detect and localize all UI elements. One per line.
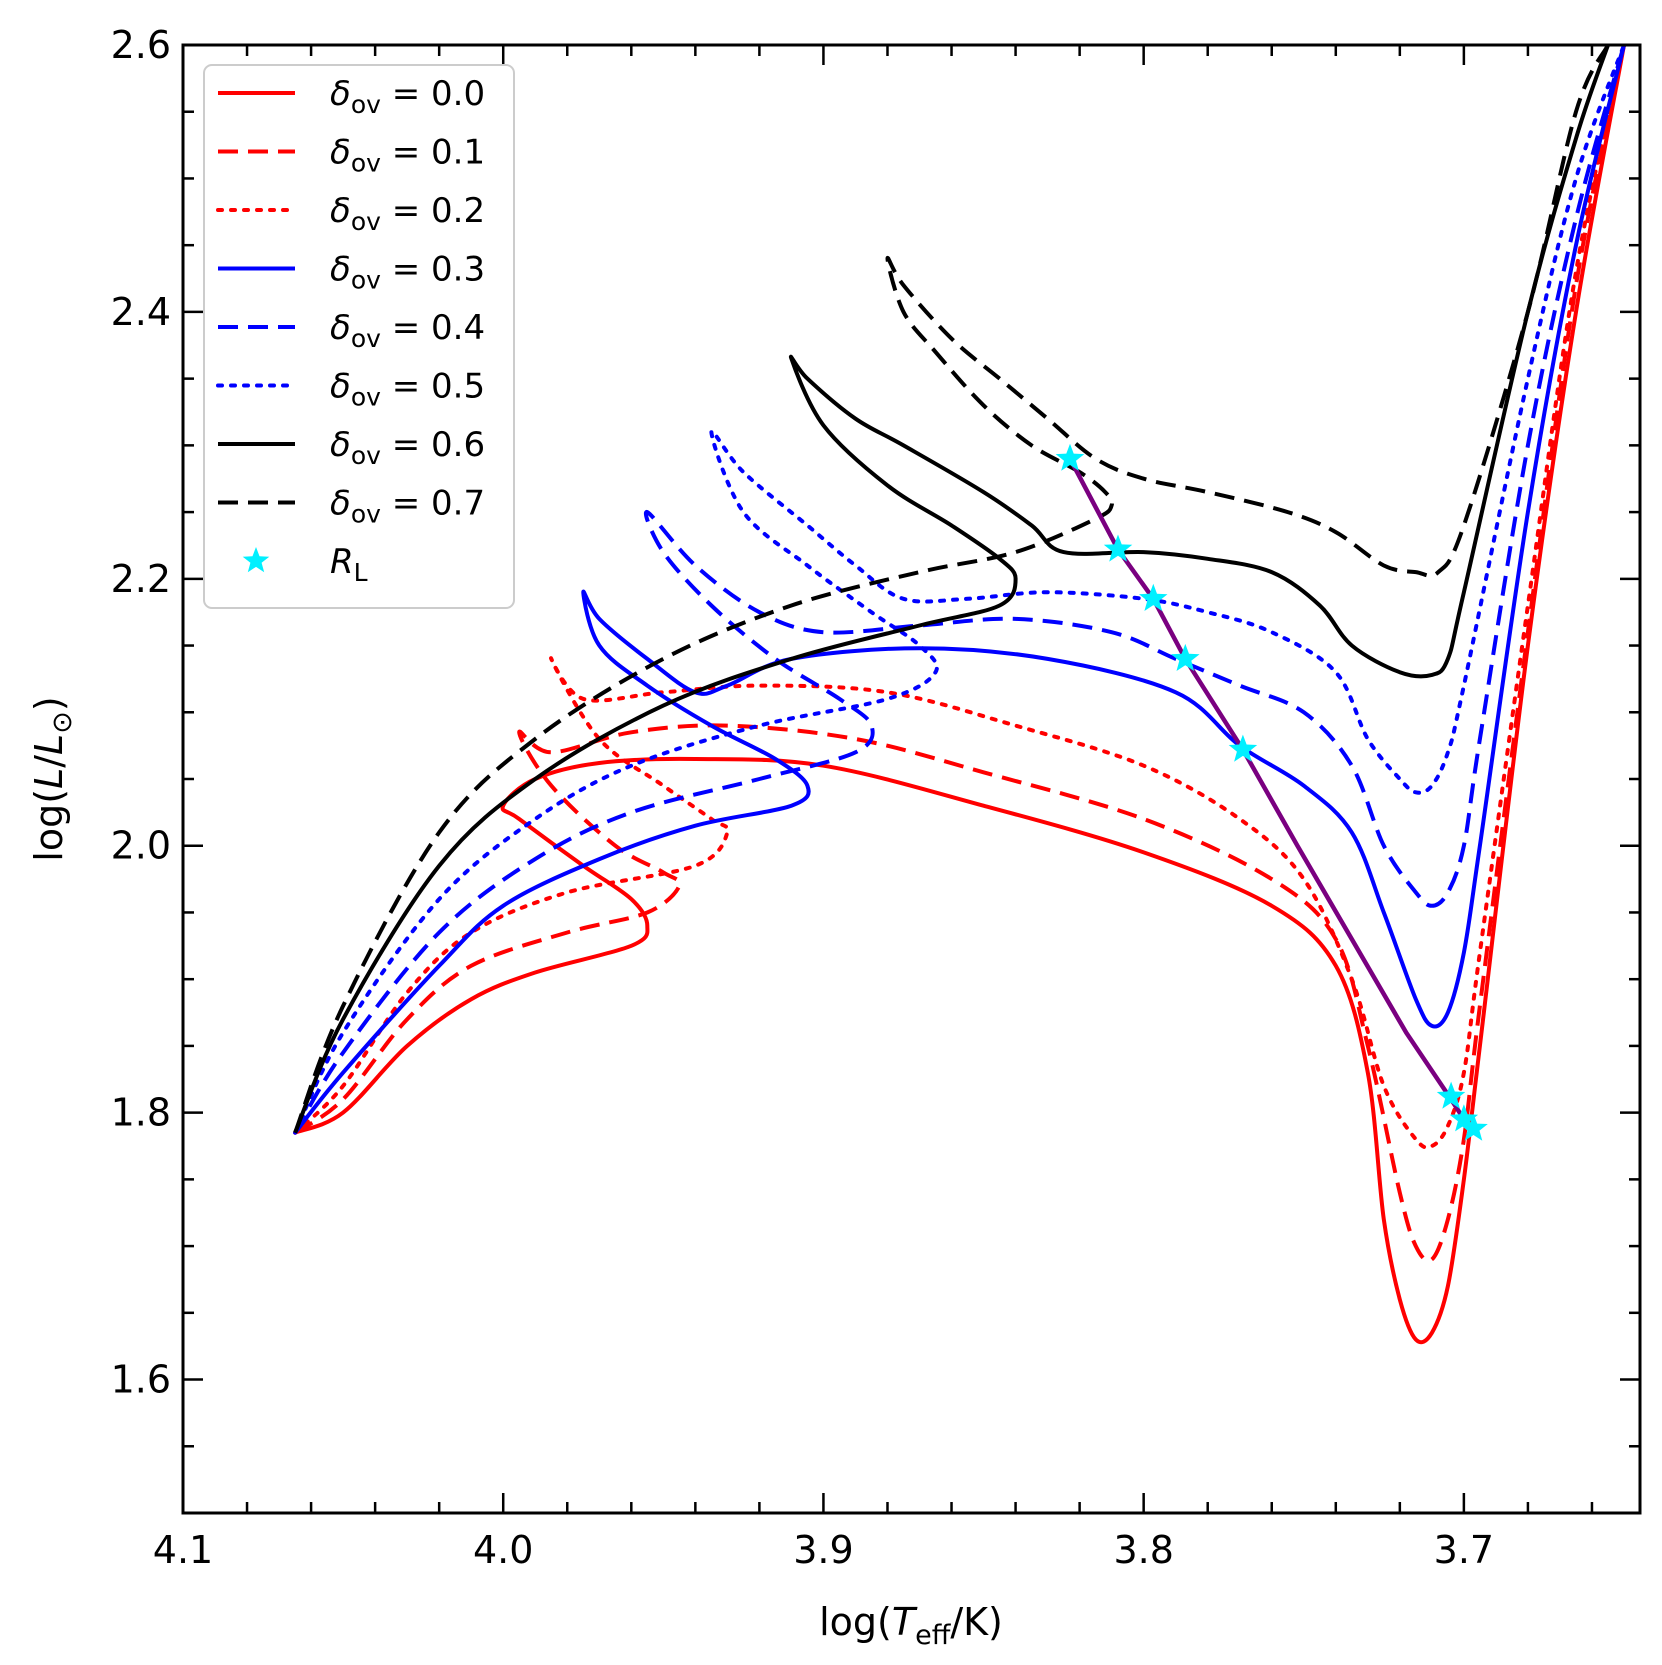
legend-label-3: δov = 0.3: [330, 250, 485, 295]
legend-label-0: δov = 0.0: [330, 74, 485, 119]
legend-label-2: δov = 0.2: [330, 191, 485, 236]
y-tick-label: 1.6: [111, 1358, 171, 1402]
legend-swatch-rl: [242, 547, 270, 573]
rl-star-5: [1436, 1081, 1466, 1109]
y-tick-label: 1.8: [111, 1091, 171, 1135]
legend: δov = 0.0 δov = 0.1 δov = 0.2 δov = 0.3 δov …: [203, 64, 515, 609]
series-line-7: [293, 45, 1610, 1134]
y-tick-label: 2.2: [111, 557, 171, 601]
legend-label-6: δov = 0.6: [330, 425, 485, 470]
legend-label-1: δov = 0.1: [330, 133, 485, 178]
rl-star-7: [1459, 1113, 1488, 1141]
legend-frame: [203, 64, 515, 609]
rl-markers: [1055, 443, 1488, 1141]
plot-frame: [181, 43, 1642, 1515]
x-tick-label: 4.0: [473, 1528, 533, 1572]
x-tick-label: 3.7: [1434, 1528, 1494, 1572]
series-line-4: [293, 45, 1626, 1134]
legend-label-7: δov = 0.7: [330, 484, 485, 529]
series-line-0: [294, 45, 1626, 1345]
x-tick-label: 3.8: [1113, 1528, 1173, 1572]
rl-star-3: [1171, 643, 1200, 671]
rl-star-1: [1103, 534, 1133, 562]
x-tick-label: 4.1: [153, 1528, 213, 1572]
legend-label-rl: RL: [330, 542, 368, 587]
legend-label-4: δov = 0.4: [330, 308, 485, 353]
tick-marks: [181, 43, 1640, 1515]
series-line-1: [293, 45, 1626, 1263]
y-axis-label: log(L/L⊙): [27, 696, 78, 861]
series-line-2: [293, 45, 1626, 1150]
x-tick-label: 3.9: [793, 1528, 853, 1572]
rl-line: [1068, 457, 1473, 1130]
rl-star-4: [1228, 734, 1258, 762]
y-tick-label: 2.4: [111, 290, 171, 334]
series-line-6: [293, 45, 1610, 1134]
series-line-3: [293, 45, 1626, 1134]
rl-star-0: [1055, 443, 1085, 471]
series-lines: [293, 45, 1626, 1345]
series-line-5: [293, 45, 1626, 1135]
rl-star-6: [1449, 1104, 1479, 1132]
x-axis-label: log(Teff/K): [819, 1600, 1003, 1651]
rl-star-2: [1139, 583, 1168, 611]
legend-label-5: δov = 0.5: [330, 367, 485, 412]
y-tick-label: 2.0: [111, 824, 171, 868]
y-tick-label: 2.6: [111, 23, 171, 67]
tick-labels: 4.1 4.0 3.9 3.8 3.7 1.6 1.8 2.0 2.2 2.4 2.6: [111, 23, 1495, 1572]
